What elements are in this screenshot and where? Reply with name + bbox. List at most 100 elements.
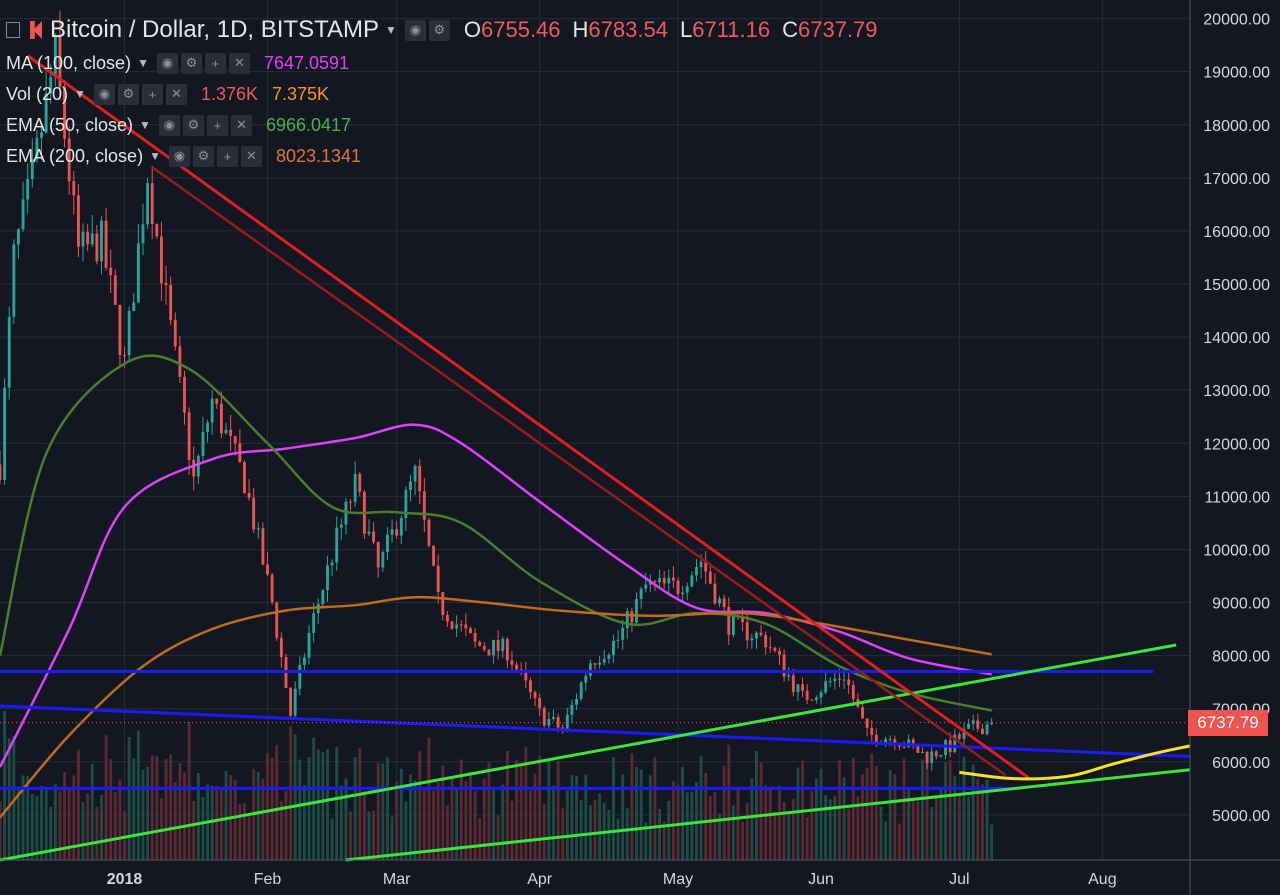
- candle-body: [741, 616, 745, 623]
- candle-body: [971, 720, 975, 724]
- candle-body: [349, 501, 352, 503]
- volume-bar: [155, 755, 159, 860]
- candle-body: [981, 728, 984, 735]
- candle-body: [768, 647, 772, 649]
- y-tick-label: 11000.00: [1204, 489, 1270, 506]
- eye-icon[interactable]: ◉: [404, 19, 426, 41]
- eye-icon[interactable]: ◉: [156, 52, 178, 74]
- close-icon[interactable]: ✕: [228, 52, 250, 74]
- candle-body: [473, 633, 477, 642]
- eye-icon[interactable]: ◉: [168, 145, 190, 167]
- volume-bar: [201, 797, 205, 860]
- candle-body: [708, 571, 712, 584]
- gear-icon[interactable]: ⚙: [192, 145, 214, 167]
- candle-body: [934, 751, 938, 757]
- gear-icon[interactable]: ⚙: [180, 52, 202, 74]
- volume-bar: [233, 779, 237, 860]
- volume-bar: [861, 774, 864, 860]
- volume-bar: [0, 801, 2, 860]
- candle-body: [261, 528, 265, 565]
- volume-bar: [944, 762, 947, 860]
- candle-body: [607, 654, 611, 659]
- volume-bar: [542, 804, 546, 860]
- volume-bar: [35, 796, 39, 860]
- candle-body: [662, 578, 666, 584]
- volume-bar: [731, 805, 735, 860]
- volume-bar: [187, 721, 191, 860]
- volume-bar: [12, 736, 16, 860]
- volume-bar: [833, 796, 837, 860]
- close-icon[interactable]: ✕: [165, 83, 187, 105]
- indicator-name[interactable]: EMA (50, close): [6, 114, 134, 135]
- volume-bar: [547, 758, 551, 860]
- candle-body: [252, 497, 256, 530]
- volume-bar: [399, 768, 403, 860]
- ohlc-high: H6783.54: [572, 17, 668, 42]
- eye-icon[interactable]: ◉: [93, 83, 115, 105]
- candle-body: [505, 638, 509, 661]
- eye-icon[interactable]: ◉: [158, 114, 180, 136]
- plus-icon[interactable]: +: [206, 114, 228, 136]
- candle-body: [976, 720, 980, 729]
- candle-body: [542, 708, 546, 726]
- volume-bar: [884, 821, 888, 860]
- volume-bar: [957, 793, 961, 860]
- y-tick-label: 17000.00: [1203, 171, 1270, 188]
- chevron-down-icon[interactable]: ▼: [149, 149, 161, 163]
- gear-icon[interactable]: ⚙: [182, 114, 204, 136]
- gear-icon[interactable]: ⚙: [117, 83, 139, 105]
- indicator-name[interactable]: Vol (20): [6, 83, 69, 104]
- volume-bar: [644, 822, 648, 860]
- volume-bar: [123, 811, 126, 860]
- close-icon[interactable]: ✕: [240, 145, 262, 167]
- volume-bar: [515, 760, 519, 860]
- volume-bar: [630, 752, 634, 860]
- candle-body: [681, 592, 685, 595]
- chevron-down-icon[interactable]: ▼: [384, 23, 397, 37]
- candle-body: [805, 690, 809, 700]
- volume-bar: [238, 804, 242, 860]
- candle-body: [810, 699, 814, 701]
- volume-bar: [828, 799, 832, 860]
- volume-bar: [492, 788, 495, 860]
- chevron-down-icon[interactable]: ▼: [74, 87, 86, 101]
- indicator-name[interactable]: MA (100, close): [6, 52, 132, 73]
- candle-body: [801, 684, 804, 691]
- volume-bar: [607, 809, 611, 860]
- candle-body: [565, 714, 569, 730]
- plus-icon[interactable]: +: [204, 52, 226, 74]
- volume-bar: [76, 749, 80, 860]
- volume-bar: [376, 762, 380, 860]
- indicator-ema50: EMA (50, close) ▼ ◉ ⚙ + ✕ 6966.0417: [6, 112, 365, 138]
- candle-body: [612, 640, 615, 655]
- plus-icon[interactable]: +: [141, 83, 163, 105]
- plus-icon[interactable]: +: [216, 145, 238, 167]
- candle-body: [30, 159, 34, 180]
- volume-bar: [851, 757, 855, 860]
- volume-bar: [312, 737, 316, 860]
- candle-body: [750, 638, 754, 641]
- candle-body: [247, 493, 251, 498]
- chevron-down-icon[interactable]: ▼: [139, 118, 151, 132]
- candle-body: [413, 465, 417, 482]
- y-tick-label: 15000.00: [1203, 277, 1270, 294]
- indicator-value: 7647.0591: [263, 52, 350, 73]
- chevron-down-icon[interactable]: ▼: [137, 56, 149, 70]
- x-tick-label: Jun: [808, 871, 834, 888]
- indicator-name[interactable]: EMA (200, close): [6, 145, 144, 166]
- candle-body: [307, 632, 311, 658]
- volume-bar: [432, 790, 435, 860]
- y-tick-label: 14000.00: [1203, 330, 1270, 347]
- ma100-line: [0, 423, 992, 768]
- volume-bar: [681, 767, 685, 860]
- candle-body: [616, 639, 620, 641]
- symbol-title[interactable]: Bitcoin / Dollar, 1D, BITSTAMP: [50, 16, 379, 43]
- menu-icon[interactable]: [6, 22, 20, 38]
- candle-body: [0, 464, 2, 480]
- close-icon[interactable]: ✕: [230, 114, 252, 136]
- indicator-value-ma: 7.375K: [272, 83, 330, 104]
- indicator-ma100: MA (100, close) ▼ ◉ ⚙ + ✕ 7647.0591: [6, 50, 363, 76]
- gear-icon[interactable]: ⚙: [428, 19, 450, 41]
- candle-body: [266, 564, 269, 575]
